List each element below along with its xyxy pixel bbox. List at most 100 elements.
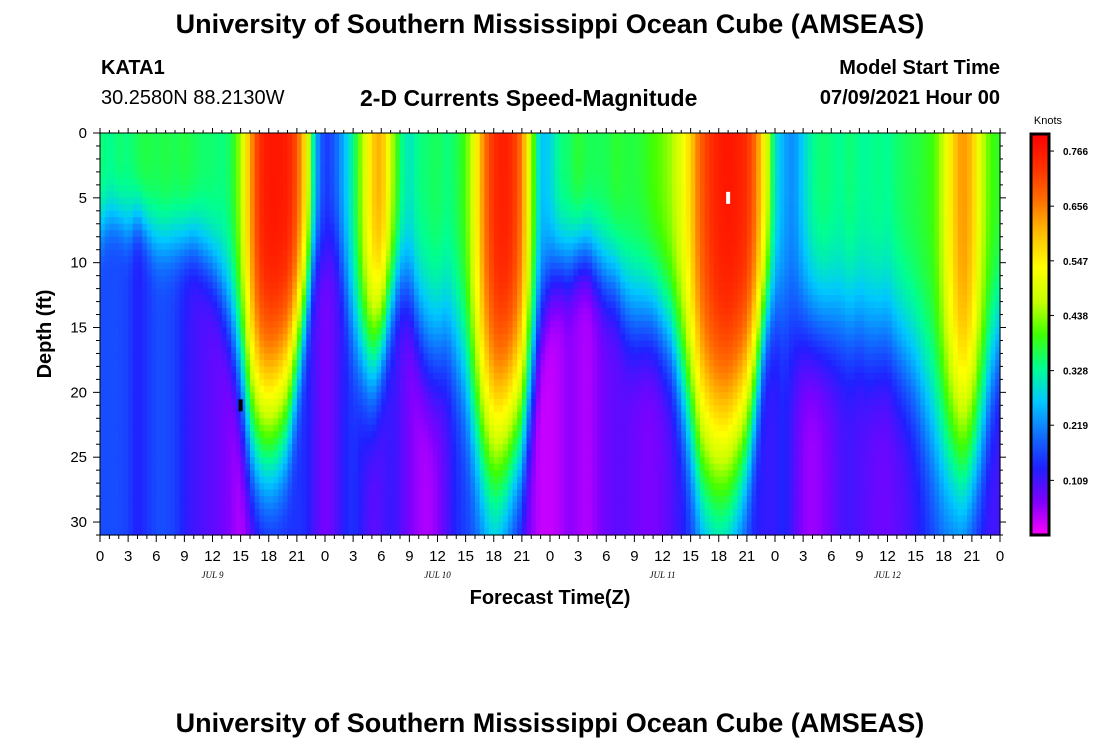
heatmap-cell	[437, 385, 443, 393]
heatmap-cell	[390, 204, 396, 212]
heatmap-cell	[128, 418, 134, 426]
heatmap-cell	[109, 236, 115, 244]
heatmap-cell	[250, 243, 256, 251]
heatmap-cell	[217, 178, 223, 186]
heatmap-cell	[400, 405, 406, 413]
heatmap-cell	[198, 184, 204, 192]
heatmap-cell	[381, 496, 387, 504]
heatmap-cell	[385, 301, 392, 309]
heatmap-cell	[198, 139, 204, 147]
heatmap-cell	[357, 308, 364, 316]
heatmap-cell	[362, 437, 368, 445]
heatmap-cell	[385, 483, 392, 491]
heatmap-cell	[142, 424, 148, 432]
heatmap-cell	[306, 262, 312, 270]
heatmap-cell	[175, 191, 181, 199]
heatmap-cell	[128, 476, 134, 484]
heatmap-cell	[217, 372, 223, 380]
heatmap-cell	[175, 178, 181, 186]
heatmap-cell	[409, 145, 415, 154]
heatmap-cell	[296, 288, 303, 296]
heatmap-cell	[470, 269, 476, 277]
heatmap-cell	[325, 359, 331, 368]
heatmap-cell	[465, 418, 471, 426]
heatmap-cell	[254, 450, 260, 458]
heatmap-cell	[226, 424, 232, 432]
heatmap-cell	[100, 509, 106, 517]
heatmap-cell	[118, 528, 125, 536]
heatmap-cell	[184, 275, 190, 283]
heatmap-cell	[465, 522, 471, 530]
heatmap-cell	[245, 217, 251, 225]
heatmap-cell	[301, 230, 307, 238]
heatmap-cell	[160, 418, 167, 426]
heatmap-cell	[334, 204, 340, 212]
heatmap-cell	[315, 489, 321, 497]
heatmap-cell	[184, 269, 190, 277]
heatmap-cell	[170, 372, 176, 380]
heatmap-cell	[259, 308, 265, 316]
chart-title: 2-D Currents Speed-Magnitude	[360, 85, 698, 111]
heatmap-cell	[123, 243, 129, 251]
heatmap-cell	[273, 444, 279, 452]
heatmap-cell	[250, 165, 256, 173]
heatmap-cell	[371, 450, 378, 458]
heatmap-cell	[301, 314, 307, 322]
heatmap-cell	[132, 463, 139, 471]
heatmap-cell	[432, 308, 439, 316]
heatmap-cell	[456, 178, 462, 186]
heatmap-cell	[418, 411, 425, 419]
heatmap-cell	[156, 470, 162, 478]
heatmap-cell	[273, 424, 279, 432]
heatmap-cell	[221, 204, 228, 212]
heatmap-cell	[142, 295, 148, 303]
heatmap-cell	[217, 191, 223, 199]
heatmap-cell	[114, 502, 120, 510]
heatmap-cell	[381, 178, 387, 186]
heatmap-cell	[123, 418, 129, 426]
heatmap-cell	[376, 236, 382, 244]
heatmap-cell	[423, 334, 429, 342]
heatmap-cell	[175, 223, 181, 231]
heatmap-cell	[446, 269, 453, 277]
heatmap-cell	[353, 463, 359, 471]
heatmap-cell	[100, 334, 106, 342]
heatmap-cell	[353, 184, 359, 192]
heatmap-cell	[287, 431, 293, 439]
heatmap-cell	[264, 327, 270, 335]
heatmap-cell	[310, 411, 317, 419]
heatmap-cell	[395, 444, 401, 452]
heatmap-cell	[456, 444, 462, 452]
heatmap-cell	[334, 158, 340, 167]
heatmap-cell	[404, 230, 410, 238]
heatmap-cell	[362, 431, 368, 439]
heatmap-cell	[137, 405, 143, 413]
heatmap-cell	[320, 288, 326, 296]
heatmap-cell	[325, 158, 331, 167]
heatmap-cell	[175, 372, 181, 380]
heatmap-cell	[184, 204, 190, 212]
heatmap-cell	[334, 522, 340, 530]
heatmap-cell	[240, 496, 246, 504]
heatmap-cell	[212, 191, 218, 199]
heatmap-cell	[207, 321, 214, 329]
heatmap-cell	[428, 509, 434, 517]
heatmap-cell	[367, 217, 373, 225]
heatmap-cell	[282, 385, 289, 393]
heatmap-cell	[226, 509, 232, 517]
heatmap-cell	[390, 223, 396, 231]
heatmap-cell	[128, 359, 134, 368]
heatmap-cell	[184, 398, 190, 406]
heatmap-cell	[465, 444, 471, 452]
heatmap-cell	[385, 178, 392, 186]
heatmap-cell	[254, 256, 260, 264]
heatmap-cell	[390, 489, 396, 497]
heatmap-cell	[456, 340, 462, 348]
heatmap-cell	[465, 269, 471, 277]
heatmap-cell	[395, 275, 401, 283]
heatmap-cell	[371, 165, 378, 173]
heatmap-cell	[404, 496, 410, 504]
heatmap-cell	[306, 379, 312, 387]
heatmap-cell	[325, 217, 331, 225]
heatmap-cell	[268, 418, 275, 426]
